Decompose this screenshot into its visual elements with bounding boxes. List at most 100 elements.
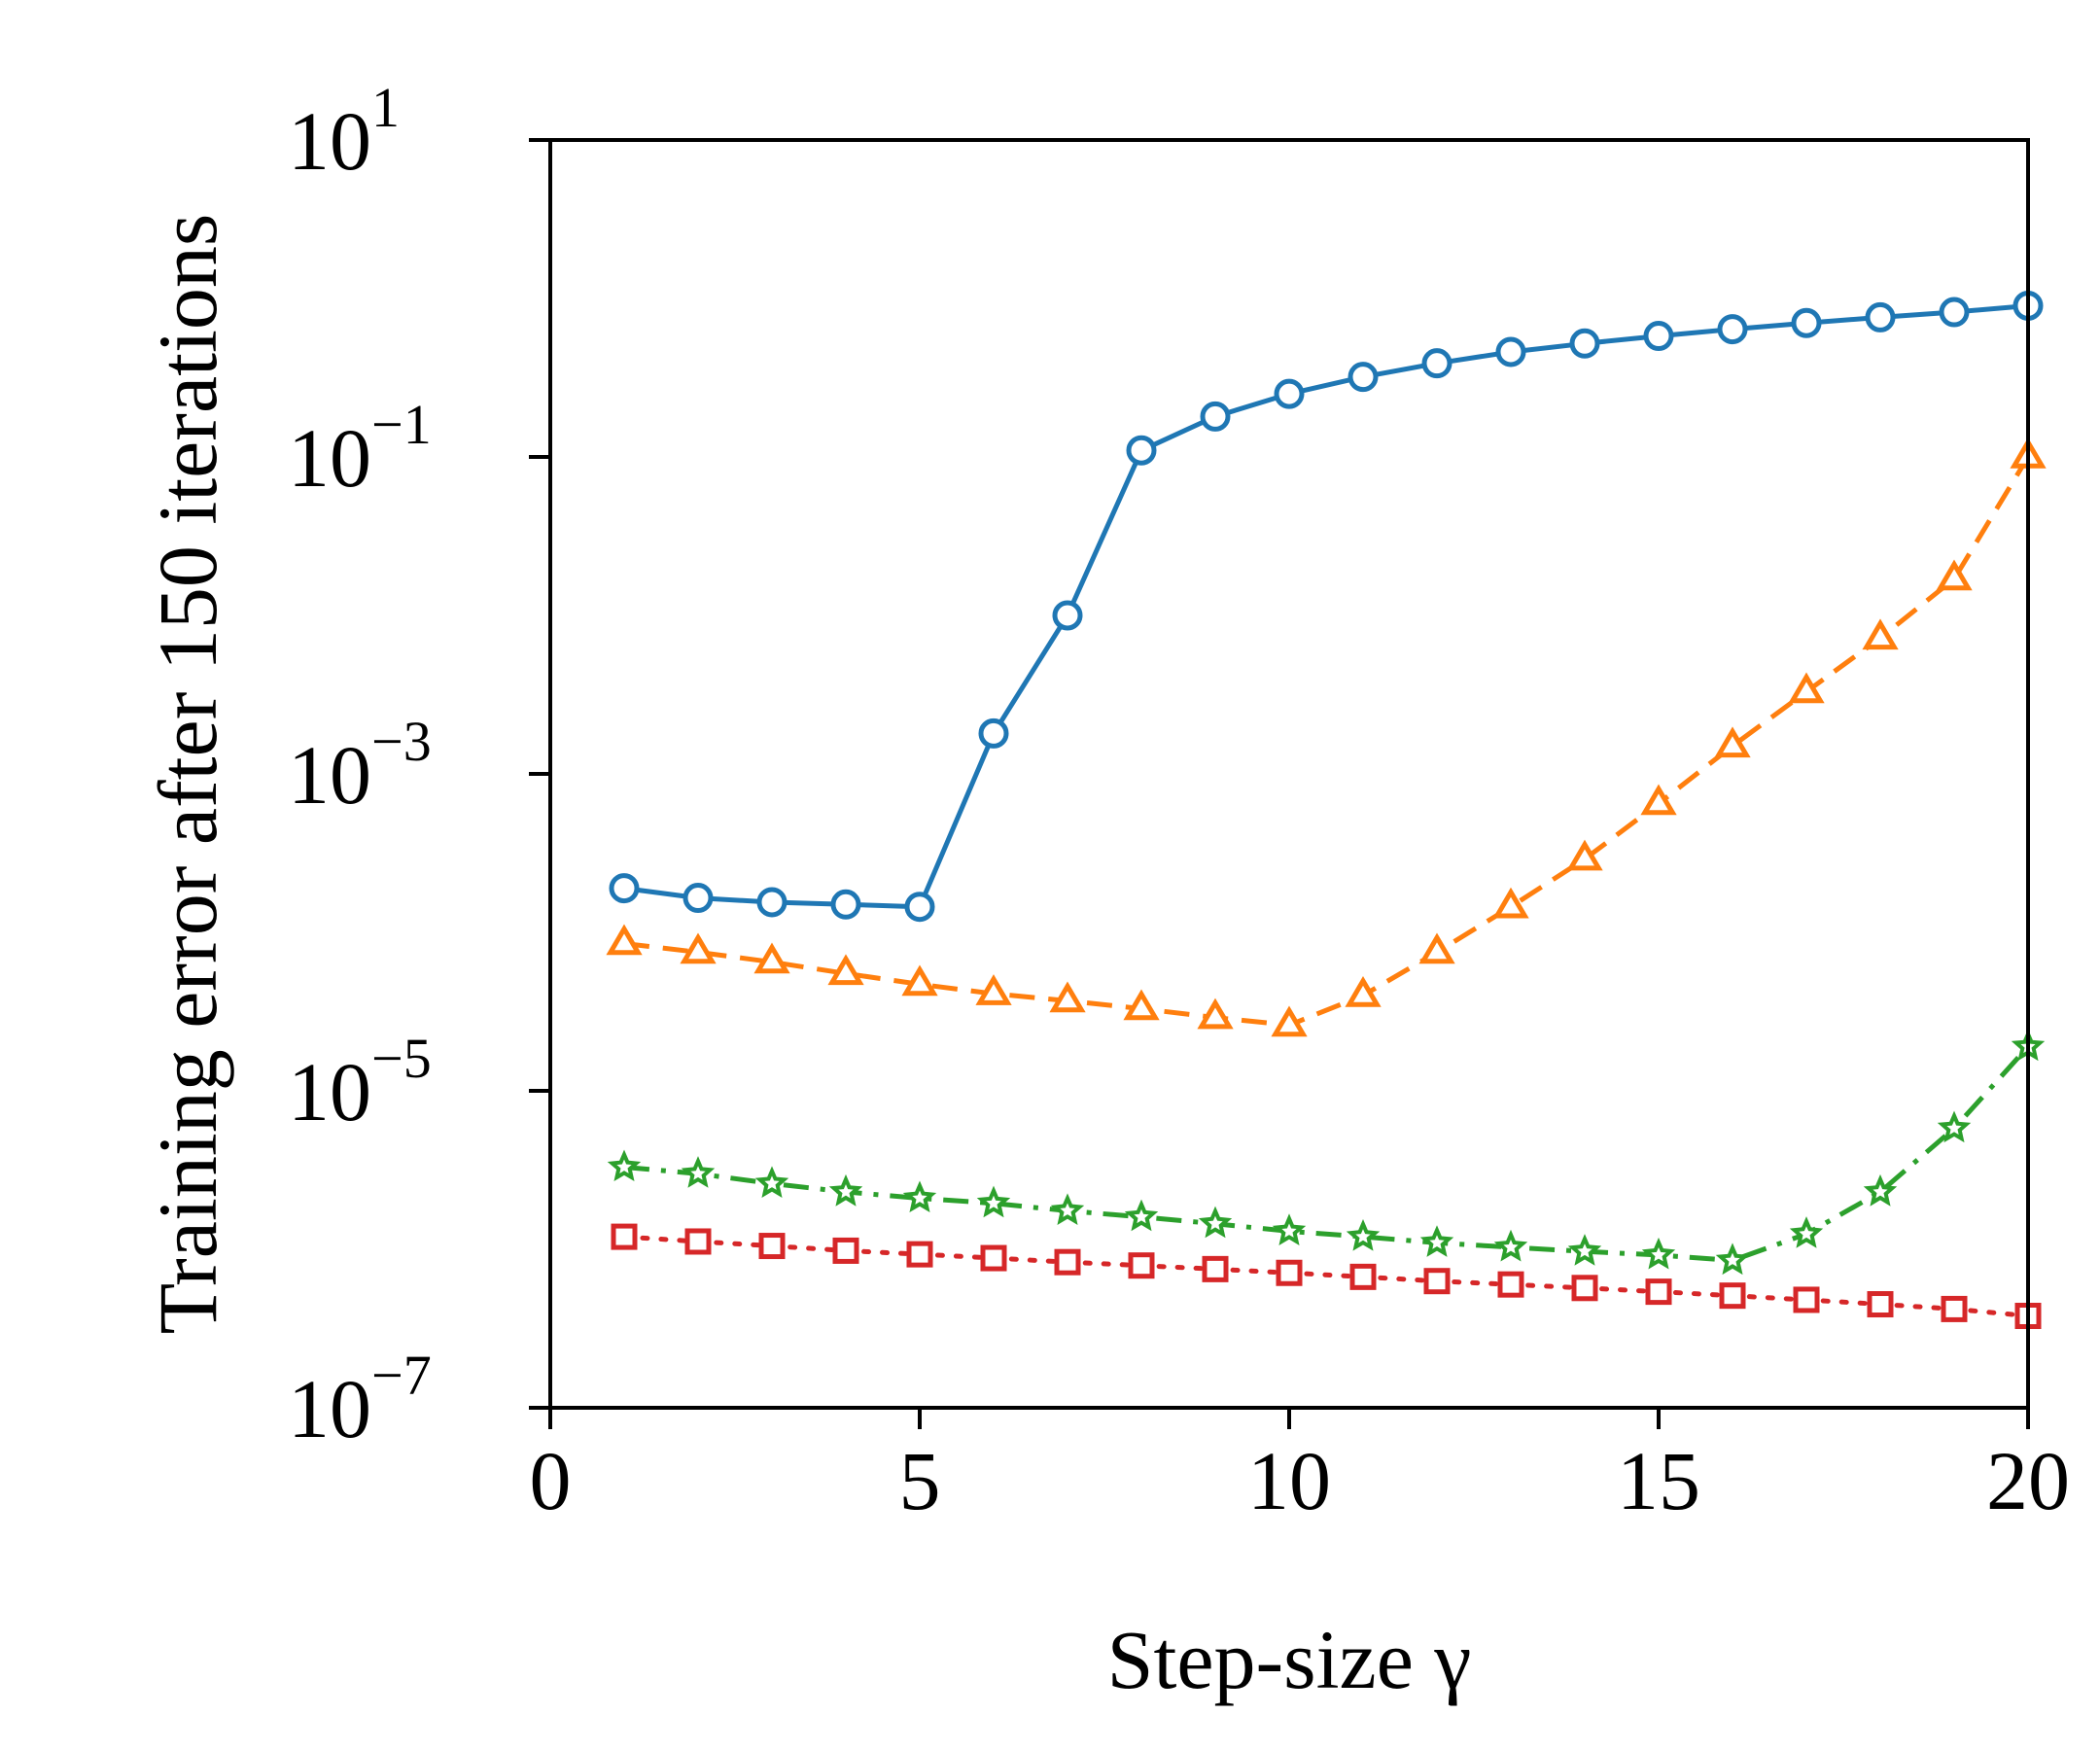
- y-tick-base: 10: [288, 411, 371, 505]
- data-point: [1941, 1295, 1968, 1322]
- series-4: [611, 1223, 2042, 1329]
- data-point: [1419, 1225, 1454, 1257]
- data-point: [1492, 887, 1529, 919]
- data-point: [830, 889, 861, 920]
- data-point: [1867, 1291, 1894, 1318]
- data-point: [904, 892, 935, 923]
- data-point: [976, 1185, 1011, 1218]
- data-point: [1198, 1206, 1233, 1239]
- x-axis-ticks: 0 5 10 15 20: [530, 1408, 2070, 1527]
- data-point: [1421, 348, 1452, 379]
- y-tick-exponent: −7: [371, 1344, 432, 1407]
- data-point: [680, 932, 717, 964]
- data-point: [1788, 672, 1825, 704]
- data-point: [1123, 989, 1160, 1021]
- data-point: [975, 974, 1012, 1005]
- series-line: [623, 303, 2029, 910]
- y-tick-label: 10−7: [288, 1344, 432, 1455]
- y-tick-base: 10: [288, 94, 371, 188]
- data-point: [753, 942, 790, 974]
- data-point: [1719, 1282, 1746, 1310]
- series-3: [607, 1029, 2046, 1276]
- data-point: [902, 1180, 937, 1213]
- data-point: [1793, 1286, 1820, 1313]
- data-point: [684, 1228, 712, 1255]
- data-point: [1939, 297, 1970, 328]
- data-point: [1054, 1248, 1081, 1276]
- data-point: [1124, 1199, 1159, 1232]
- data-point: [1202, 1255, 1229, 1282]
- series-2: [606, 438, 2047, 1037]
- series-1: [609, 290, 2044, 923]
- data-point: [756, 887, 788, 918]
- y-tick-label: 101: [288, 76, 400, 188]
- y-axis-label: Training error after 150 iterations: [141, 214, 234, 1335]
- data-point: [1276, 1259, 1303, 1286]
- data-point: [1349, 1263, 1377, 1290]
- y-tick-exponent: −5: [371, 1027, 432, 1090]
- data-point: [1271, 1005, 1308, 1037]
- x-tick-label: 15: [1617, 1434, 1700, 1527]
- data-point: [978, 718, 1009, 749]
- data-point: [1714, 726, 1751, 758]
- y-tick-base: 10: [288, 1045, 371, 1138]
- data-point: [1049, 981, 1086, 1013]
- data-point: [606, 924, 643, 956]
- y-tick-label: 10−1: [288, 393, 432, 505]
- data-point: [1937, 1110, 1972, 1143]
- series-line: [623, 455, 2031, 1028]
- data-point: [1495, 336, 1526, 368]
- data-point: [1423, 1268, 1451, 1295]
- y-tick-exponent: −3: [371, 710, 432, 773]
- y-tick-label: 10−5: [288, 1027, 432, 1138]
- y-tick-exponent: −1: [371, 393, 432, 456]
- data-point: [1641, 1237, 1676, 1270]
- series-line: [621, 1234, 2031, 1318]
- x-tick-label: 20: [1986, 1434, 2070, 1527]
- data-point: [1348, 362, 1379, 393]
- series-line: [623, 1044, 2030, 1263]
- data-point: [1197, 998, 1234, 1030]
- data-point: [1052, 600, 1083, 631]
- data-point: [1791, 307, 1822, 338]
- data-point: [906, 1241, 933, 1268]
- data-point: [1640, 784, 1677, 816]
- data-point: [832, 1237, 859, 1264]
- data-point: [1865, 301, 1896, 332]
- data-point: [1274, 378, 1305, 409]
- data-point: [1569, 328, 1600, 359]
- data-point: [828, 1173, 863, 1207]
- data-point: [1566, 839, 1603, 871]
- data-point: [1862, 618, 1899, 650]
- x-axis-label: Step-size γ: [1107, 1613, 1472, 1706]
- y-tick-base: 10: [288, 1362, 371, 1455]
- data-point: [1050, 1193, 1085, 1225]
- data-point: [1571, 1275, 1598, 1302]
- data-point: [1567, 1234, 1602, 1266]
- data-point: [609, 873, 640, 904]
- data-point: [611, 1223, 638, 1250]
- data-point: [1128, 1252, 1155, 1279]
- y-tick-exponent: 1: [371, 76, 400, 139]
- data-point: [1936, 559, 1973, 591]
- data-point: [1346, 1219, 1381, 1251]
- data-point: [681, 1156, 716, 1188]
- data-point: [1200, 401, 1231, 432]
- x-tick-label: 5: [899, 1434, 941, 1527]
- data-point: [1717, 314, 1748, 345]
- series-layer: [606, 290, 2047, 1329]
- data-point: [1345, 975, 1382, 1007]
- data-point: [1126, 435, 1157, 466]
- y-tick-label: 10−3: [288, 710, 432, 822]
- data-point: [754, 1166, 789, 1198]
- data-point: [901, 964, 938, 997]
- y-tick-base: 10: [288, 728, 371, 822]
- data-point: [1643, 321, 1674, 352]
- data-point: [1863, 1173, 1898, 1207]
- data-point: [1418, 932, 1455, 964]
- x-tick-label: 0: [530, 1434, 572, 1527]
- data-point: [682, 883, 714, 914]
- data-point: [1497, 1271, 1524, 1298]
- data-point: [1789, 1216, 1824, 1248]
